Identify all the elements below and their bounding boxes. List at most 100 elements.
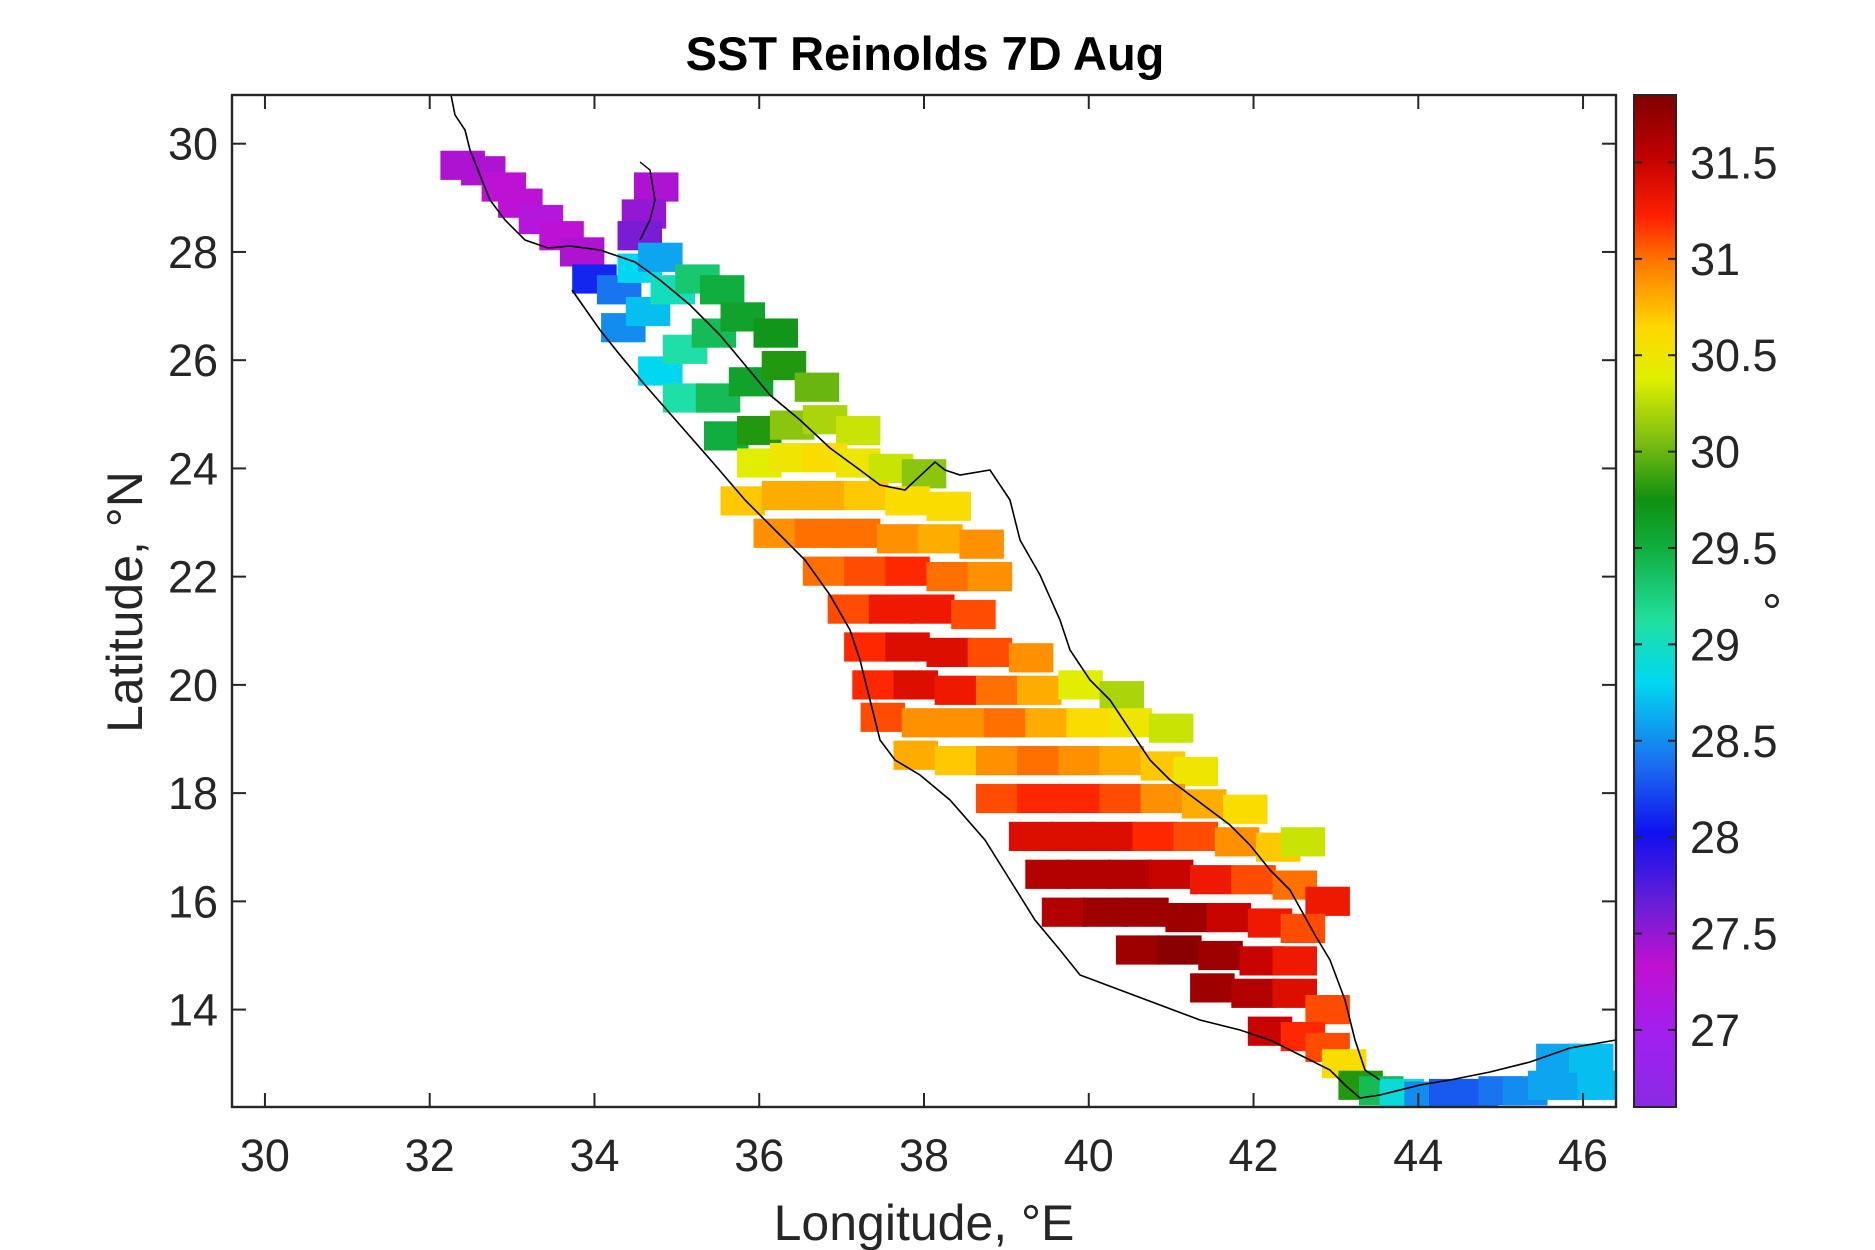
sst-cell (885, 632, 930, 662)
sst-cell (1140, 783, 1186, 814)
sst-cell (1231, 978, 1276, 1008)
sst-cell (753, 518, 798, 548)
sst-cell (951, 599, 996, 630)
sst-cell (1025, 859, 1070, 889)
sst-cell (1223, 794, 1268, 824)
sst-cell (720, 486, 765, 516)
sst-cell (885, 556, 930, 586)
sst-cell (1083, 897, 1128, 927)
sst-cell (1173, 821, 1219, 851)
sst-cell (1050, 821, 1095, 851)
colorbar-tick-label: 29.5 (1690, 523, 1778, 574)
coastline-arabia (450, 94, 1381, 1081)
colorbar-tick-label: 30 (1690, 427, 1740, 478)
sst-cell (893, 740, 938, 770)
sst-cell (753, 318, 798, 348)
sst-cell (1099, 746, 1144, 776)
map-plot-area: 30 32 34 36 38 40 42 44 46 14 16 18 20 22 24 26 28 30 (168, 93, 1618, 1181)
x-tick-label: 38 (899, 1130, 949, 1181)
sst-cell (1157, 935, 1202, 965)
sst-cell (967, 637, 1013, 667)
sst-cell (835, 415, 881, 446)
sst-cell (942, 708, 988, 738)
sst-cell (844, 556, 889, 586)
sst-cell (926, 562, 971, 592)
x-tick-label: 30 (240, 1130, 290, 1181)
colorbar-tick-label: 27 (1690, 1005, 1740, 1056)
sst-cell (860, 702, 906, 732)
sst-cell (868, 594, 914, 624)
coastline-africa (571, 289, 1617, 1099)
colorbar-tick-label: 30.5 (1690, 330, 1778, 381)
sst-cell (1107, 859, 1153, 889)
sst-cell (975, 675, 1021, 705)
sst-cell (893, 670, 938, 700)
sst-cell (852, 670, 897, 700)
y-tick-label: 28 (168, 227, 218, 278)
sst-cell (1008, 821, 1054, 851)
sst-cell (1132, 821, 1177, 851)
y-tick-label: 22 (168, 552, 218, 603)
y-tick-label: 14 (168, 985, 218, 1036)
sst-cell (1058, 746, 1103, 776)
x-tick-label: 42 (1228, 1130, 1278, 1181)
colorbar-ticks: 27 27.5 28 28.5 29 29.5 30 30.5 31 31.5 (1634, 137, 1778, 1056)
x-tick-label: 44 (1393, 1130, 1443, 1181)
x-axis-label: Longitude, °E (774, 1195, 1075, 1250)
sst-cell (1124, 897, 1169, 927)
sst-cell (975, 746, 1021, 776)
sst-cell (802, 480, 848, 511)
sst-cell (1190, 973, 1235, 1003)
colorbar-tick-label: 27.5 (1690, 909, 1778, 960)
x-tick-label: 40 (1064, 1130, 1114, 1181)
sst-cell (1280, 913, 1326, 943)
sst-cell (1017, 675, 1062, 705)
sst-cell (901, 708, 947, 738)
sst-cell (1066, 859, 1111, 889)
sst-cell (1272, 946, 1317, 976)
colorbar-tick-label: 31 (1690, 234, 1740, 285)
y-tick-label: 26 (168, 335, 218, 386)
x-tick-label: 32 (405, 1130, 455, 1181)
colorbar-tick-label: 29 (1690, 619, 1740, 670)
sst-cell (827, 594, 873, 624)
sst-cell (761, 480, 807, 511)
sst-cell (835, 518, 881, 548)
sst-cell (1305, 886, 1350, 916)
coastline-sinai-west (639, 161, 656, 241)
sst-cell (1569, 1043, 1614, 1073)
y-tick-label: 30 (168, 119, 218, 170)
x-tick-label: 46 (1558, 1130, 1608, 1181)
sst-cells (440, 150, 1616, 1107)
sst-cell (1173, 756, 1219, 787)
colorbar-gradient (1633, 94, 1677, 1108)
chart-title: SST Reinolds 7D Aug (686, 27, 1165, 80)
sst-cell (1008, 643, 1054, 673)
sst-cell (885, 486, 930, 516)
sst-cell (918, 524, 963, 554)
sst-cell (1058, 783, 1103, 814)
y-tick-label: 16 (168, 876, 218, 927)
sst-cell (1280, 827, 1326, 857)
sst-cell (1099, 681, 1144, 711)
sst-cell (794, 518, 840, 548)
sst-cell (1206, 903, 1252, 933)
sst-cell (926, 637, 971, 667)
sst-cell (794, 372, 840, 402)
x-tick-label: 34 (569, 1130, 619, 1181)
sst-cell (1305, 995, 1350, 1025)
sst-cell (1115, 935, 1161, 965)
sst-cell (1198, 940, 1243, 971)
sst-cell (638, 242, 683, 272)
sst-cell (699, 275, 745, 305)
y-tick-label: 24 (168, 443, 218, 494)
sst-cell (1041, 897, 1087, 927)
y-axis-label: Latitude, °N (97, 471, 153, 733)
y-tick-label: 18 (168, 768, 218, 819)
sst-cell (967, 562, 1013, 592)
sst-cell (634, 172, 679, 202)
sst-cell (959, 529, 1004, 559)
sst-cell (877, 524, 922, 554)
colorbar-tick-label: 28 (1690, 812, 1740, 863)
sst-cell (1107, 708, 1153, 738)
